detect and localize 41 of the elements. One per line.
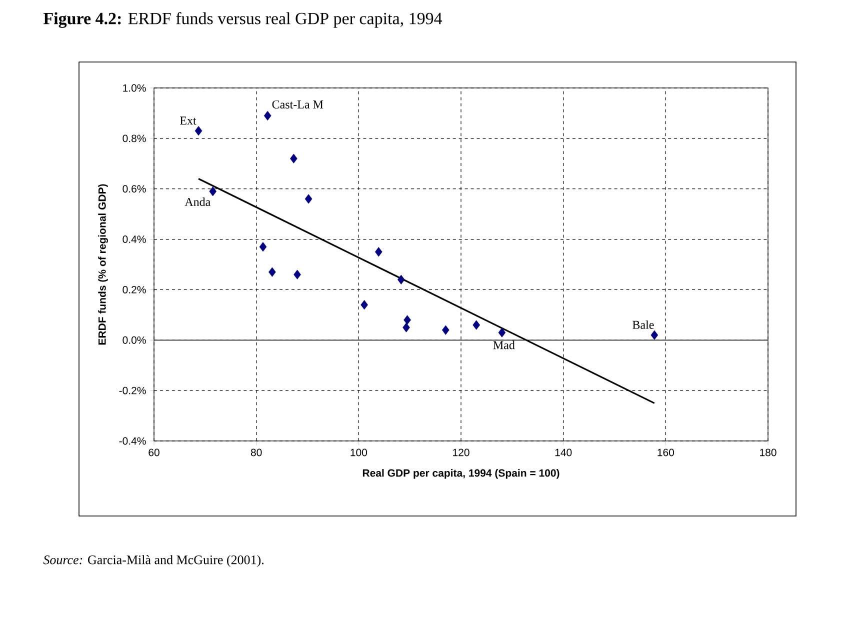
x-tick-label: 140: [555, 448, 572, 456]
x-tick-label: 180: [760, 448, 776, 456]
annotation: Mad: [493, 340, 515, 350]
point: [294, 270, 301, 280]
y-tick-label: 1.0%: [123, 84, 146, 92]
text: Source: Garcia-Milà and McGuire (2001).: [43, 555, 264, 567]
y-tick-label: 0.4%: [122, 236, 146, 243]
annotation: Anda: [184, 198, 210, 206]
point: [360, 300, 368, 310]
point: [374, 247, 382, 257]
point: [194, 126, 202, 136]
x-tick-label: 160: [658, 448, 674, 456]
point: [264, 110, 272, 121]
chart-title: Figure 4.2: ERDF funds versus real GDP per capita, 1994: [44, 12, 442, 28]
point: [209, 186, 216, 196]
x-tick-label: 100: [350, 448, 368, 456]
annotation: Bale: [632, 320, 654, 329]
y-tick-label: -0.2%: [119, 386, 146, 394]
point: [472, 320, 480, 330]
annotation: Cast-La M: [272, 100, 324, 109]
y-axis-title: ERDF funds (% of regional GDP): [98, 184, 108, 345]
y-tick-label: 0.8%: [122, 134, 146, 142]
point: [650, 330, 658, 340]
point: [304, 194, 312, 204]
point: [404, 315, 411, 325]
y-tick-label: 0.2%: [122, 286, 146, 294]
point: [268, 267, 276, 277]
y-tick-label: 0.6%: [122, 185, 146, 193]
x-tick-label: 80: [250, 448, 262, 456]
x-axis-title: Real GDP per capita, 1994 (Spain = 100): [362, 469, 560, 479]
y-tick-label: -0.4%: [119, 437, 146, 445]
x-tick-label: 120: [453, 448, 470, 456]
point: [259, 242, 267, 252]
point: [397, 274, 405, 284]
point: [402, 322, 410, 332]
y-tick-label: 0.0%: [122, 336, 146, 344]
point: [290, 154, 298, 164]
point: [442, 325, 450, 335]
x-tick-label: 60: [148, 448, 160, 456]
annotation: Ext: [180, 116, 196, 125]
point: [498, 328, 506, 338]
